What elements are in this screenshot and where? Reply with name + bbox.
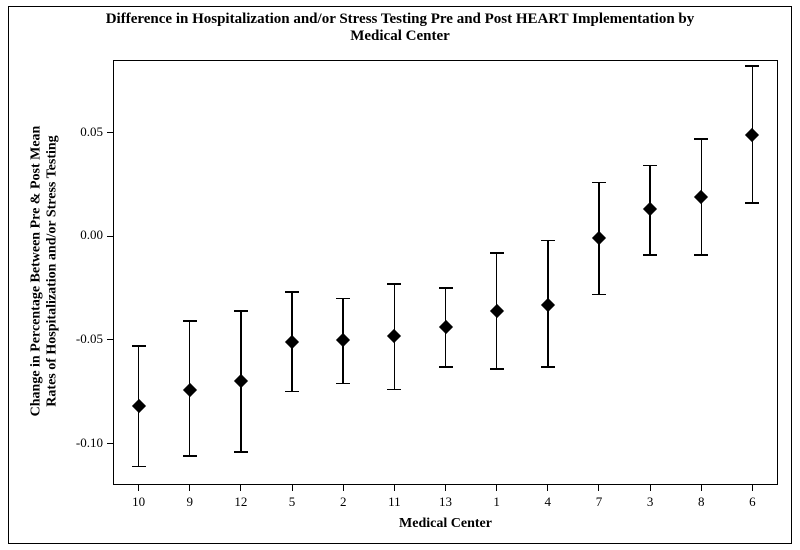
x-tick-label: 3 — [630, 494, 670, 510]
x-tick — [445, 485, 446, 491]
error-cap-bottom — [439, 366, 453, 368]
error-cap-bottom — [285, 391, 299, 393]
error-cap-top — [132, 345, 146, 347]
error-cap-top — [592, 182, 606, 184]
x-tick-label: 1 — [477, 494, 517, 510]
x-tick — [240, 485, 241, 491]
error-cap-top — [234, 310, 248, 312]
x-tick — [138, 485, 139, 491]
error-cap-top — [336, 298, 350, 300]
error-cap-bottom — [183, 455, 197, 457]
x-tick — [701, 485, 702, 491]
error-cap-top — [387, 283, 401, 285]
error-cap-bottom — [490, 368, 504, 370]
x-tick-label: 10 — [119, 494, 159, 510]
x-tick — [394, 485, 395, 491]
error-cap-top — [439, 287, 453, 289]
y-tick-label: 0.00 — [0, 227, 103, 243]
x-tick-label: 7 — [579, 494, 619, 510]
error-cap-top — [285, 291, 299, 293]
x-axis-label: Medical Center — [113, 516, 778, 532]
x-tick — [343, 485, 344, 491]
chart-title-line1: Difference in Hospitalization and/or Str… — [106, 11, 695, 27]
x-tick — [752, 485, 753, 491]
y-tick-label: 0.05 — [0, 124, 103, 140]
y-tick — [107, 236, 113, 237]
error-cap-top — [694, 138, 708, 140]
error-cap-bottom — [694, 254, 708, 256]
x-tick — [650, 485, 651, 491]
error-cap-bottom — [387, 389, 401, 391]
error-cap-top — [745, 65, 759, 67]
error-cap-bottom — [132, 466, 146, 468]
error-cap-bottom — [592, 294, 606, 296]
y-axis-label-line1: Change in Percentage Between Pre & Post … — [28, 125, 43, 416]
x-tick-label: 13 — [426, 494, 466, 510]
x-tick-label: 5 — [272, 494, 312, 510]
y-tick — [107, 443, 113, 444]
x-tick — [496, 485, 497, 491]
error-cap-top — [541, 240, 555, 242]
x-tick — [547, 485, 548, 491]
error-cap-bottom — [234, 451, 248, 453]
plot-area — [113, 60, 778, 485]
chart-title: Difference in Hospitalization and/or Str… — [0, 11, 800, 46]
x-tick-label: 9 — [170, 494, 210, 510]
x-tick — [598, 485, 599, 491]
x-tick-label: 4 — [528, 494, 568, 510]
error-cap-bottom — [336, 383, 350, 385]
x-tick-label: 2 — [323, 494, 363, 510]
x-tick — [292, 485, 293, 491]
error-cap-top — [643, 165, 657, 167]
y-tick-label: -0.10 — [0, 435, 103, 451]
x-tick-label: 8 — [681, 494, 721, 510]
chart-title-line2: Medical Center — [350, 28, 450, 44]
error-cap-bottom — [643, 254, 657, 256]
error-cap-bottom — [745, 202, 759, 204]
y-axis-label-line2: Rates of Hospitalization and/or Stress T… — [44, 135, 59, 406]
x-tick-label: 11 — [374, 494, 414, 510]
y-axis-label: Change in Percentage Between Pre & Post … — [28, 58, 60, 483]
error-cap-top — [490, 252, 504, 254]
x-tick — [189, 485, 190, 491]
error-cap-top — [183, 320, 197, 322]
x-tick-label: 6 — [732, 494, 772, 510]
error-cap-bottom — [541, 366, 555, 368]
y-tick-label: -0.05 — [0, 331, 103, 347]
y-tick — [107, 339, 113, 340]
x-tick-label: 12 — [221, 494, 261, 510]
y-tick — [107, 132, 113, 133]
